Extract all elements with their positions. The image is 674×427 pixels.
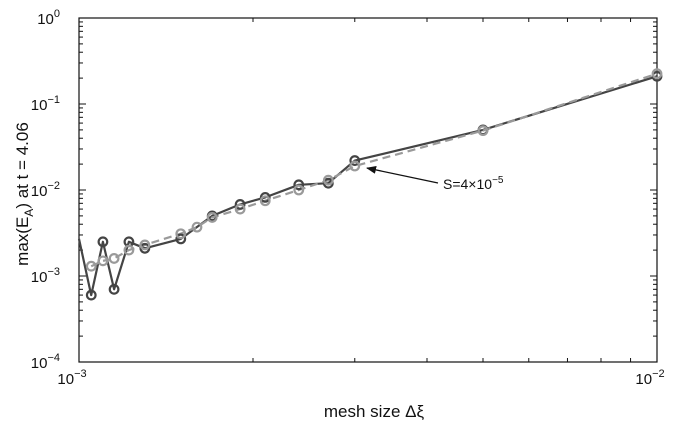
y-tick-label: 10−3 (31, 266, 60, 286)
series-2-point (322, 174, 334, 186)
y-tick-label: 10−1 (31, 94, 60, 114)
annotation-arrow (366, 165, 439, 184)
series-2-point (293, 184, 305, 196)
y-tick-label-base: 10 (31, 355, 48, 372)
y-tick-label-base: 10 (31, 269, 48, 286)
y-tick-label-exponent: −1 (47, 94, 60, 106)
y-tick-label-exponent: −3 (47, 266, 60, 278)
series-2-point (108, 253, 120, 264)
series-2-point (477, 125, 489, 137)
series-2-line (90, 72, 658, 268)
x-tick-label: 10−3 (57, 368, 86, 388)
series-2-point (206, 212, 218, 223)
x-axis-title: mesh size Δξ (324, 402, 425, 421)
series-2-point (139, 239, 151, 251)
x-tick-label-exponent: −3 (74, 368, 87, 380)
series-1-point (139, 242, 151, 254)
y-axis-title: max(EA) at t = 4.06 (13, 122, 36, 266)
y-tick-label-base: 10 (31, 97, 48, 114)
y-tick-label: 100 (37, 8, 60, 28)
plot-frame (78, 17, 658, 363)
y-tick-label-exponent: 0 (54, 8, 60, 20)
series-2-point (191, 221, 203, 233)
series-1-point (175, 233, 187, 245)
x-tick-label: 10−2 (635, 368, 664, 388)
series-2-point (85, 260, 97, 272)
y-axis-title-pre: max(E (13, 217, 32, 266)
x-tick-label-base: 10 (635, 371, 652, 388)
series-1-point (97, 236, 109, 248)
y-tick-label-exponent: −2 (47, 180, 60, 192)
y-tick-label: 10−4 (31, 352, 60, 372)
series-1-point (293, 179, 305, 191)
series-2-point (259, 195, 271, 207)
series-1-point (85, 289, 97, 301)
series-1-point (259, 192, 271, 203)
series-1-point (349, 155, 361, 166)
annotation-label-exponent: −5 (492, 175, 504, 186)
y-tick-label: 10−2 (31, 180, 60, 200)
y-tick-label-exponent: −4 (47, 352, 60, 364)
y-axis-title-post: ) at t = 4.06 (13, 122, 32, 208)
x-tick-label-base: 10 (57, 371, 74, 388)
series-2-point (123, 244, 135, 256)
y-tick-label-base: 10 (37, 11, 54, 28)
series-1-point (108, 283, 120, 295)
annotation-label-text: S=4×10 (443, 176, 492, 192)
series-2-point (349, 160, 361, 172)
series-1-line (77, 75, 658, 297)
series-1-point (234, 199, 246, 210)
series-2-point (175, 228, 187, 240)
y-tick-label-base: 10 (31, 183, 48, 200)
series-2-point (234, 203, 246, 215)
series-2-point (651, 68, 663, 80)
series-2-point (97, 255, 109, 267)
x-tick-label-exponent: −2 (652, 368, 665, 380)
y-axis-title-sub: A (22, 209, 36, 217)
annotation-label: S=4×10−5 (443, 175, 504, 192)
